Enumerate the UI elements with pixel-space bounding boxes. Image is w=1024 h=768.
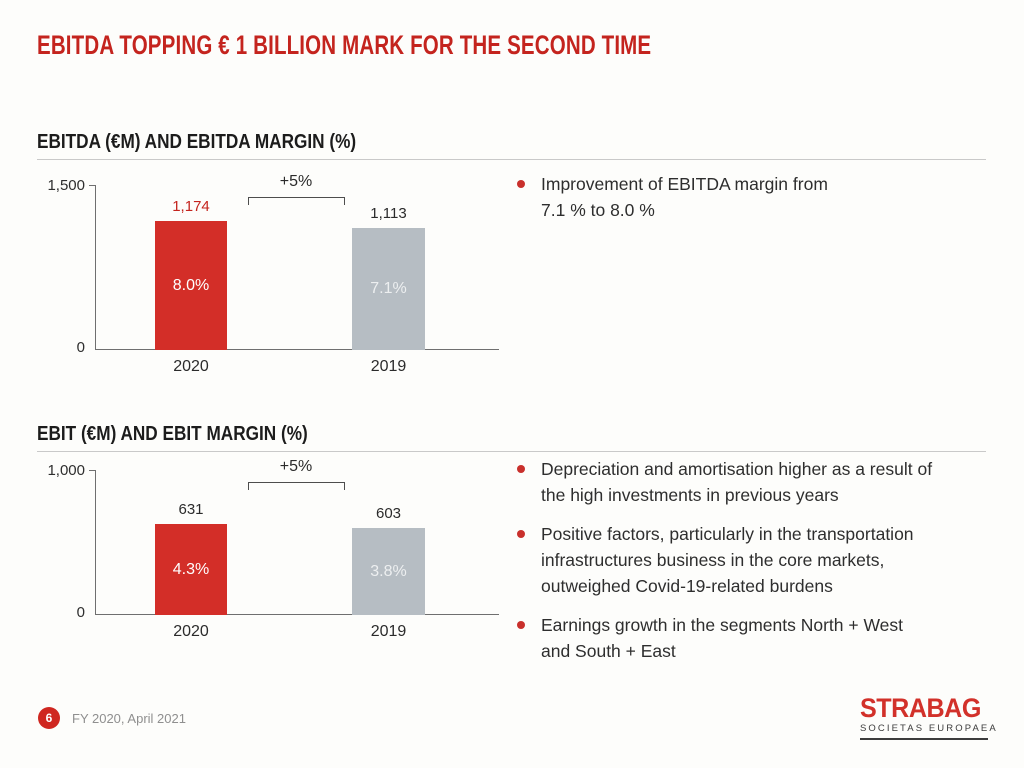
bullet-item: Positive factors, particularly in the tr… [516, 521, 1008, 599]
y-axis-line [95, 470, 96, 615]
bullet-text: Improvement of EBITDA margin from 7.1 % … [541, 174, 828, 220]
bar-margin-label-2020: 4.3% [172, 560, 210, 578]
logo-subtitle: SOCIETAS EUROPAEA [860, 723, 998, 734]
x-axis-line [95, 614, 499, 615]
footer-date: FY 2020, April 2021 [72, 711, 186, 726]
x-axis-label-2020: 2020 [173, 358, 209, 375]
y-axis-max-label: 1,500 [47, 177, 85, 194]
bar-margin-label-2019: 7.1% [370, 280, 407, 297]
bar-value-label-2019: 1,113 [370, 205, 407, 222]
growth-annotation: +5% [279, 173, 313, 190]
bullet-list-ebit: Depreciation and amortisation higher as … [516, 456, 1008, 677]
bar-value-label-2019: 603 [375, 505, 402, 522]
section-heading-ebitda: EBITDA (€M) AND EBITDA MARGIN (%) [37, 131, 357, 153]
slide-title: EBITDA TOPPING € 1 BILLION MARK FOR THE … [37, 30, 652, 60]
growth-bracket [248, 197, 345, 205]
logo-wordmark: STRABAG [860, 693, 981, 723]
bullet-item: Earnings growth in the segments North + … [516, 612, 1008, 664]
ebitda-bar-chart: 1,500 0 1,174 1,113 8.0% 7.1% +5% 2020 2… [37, 170, 507, 385]
section-divider [37, 159, 986, 160]
bar-margin-label-2020: 8.0% [172, 276, 210, 294]
x-axis-label-2019: 2019 [370, 623, 407, 640]
section-divider [37, 451, 986, 452]
bullet-dot-icon [517, 465, 525, 473]
bullet-item: Improvement of EBITDA margin from 7.1 % … [516, 171, 1008, 223]
bullet-text: Positive factors, particularly in the tr… [541, 524, 914, 596]
y-axis-top-tick [89, 185, 95, 186]
x-axis-line [95, 349, 499, 350]
bar-2019: 7.1% [352, 228, 425, 350]
bar-value-label-2020: 1,174 [172, 198, 210, 215]
y-axis-zero-label: 0 [76, 339, 85, 356]
bullet-list-ebitda: Improvement of EBITDA margin from 7.1 % … [516, 171, 1008, 236]
bullet-item: Depreciation and amortisation higher as … [516, 456, 1008, 508]
y-axis-max-label: 1,000 [47, 462, 85, 479]
y-axis-line [95, 185, 96, 350]
bullet-text: Depreciation and amortisation higher as … [541, 459, 933, 505]
bullet-dot-icon [517, 530, 525, 538]
x-axis-label-2020: 2020 [173, 623, 209, 640]
ebit-bar-chart: 1,000 0 631 603 4.3% 3.8% +5% 2020 2019 [37, 455, 507, 650]
bar-value-label-2020: 631 [178, 501, 204, 518]
growth-bracket [248, 482, 345, 490]
bullet-dot-icon [517, 180, 525, 188]
logo-underline [860, 738, 988, 740]
growth-annotation: +5% [279, 458, 313, 475]
bar-2019: 3.8% [352, 528, 425, 615]
y-axis-zero-label: 0 [76, 604, 85, 621]
x-axis-label-2019: 2019 [370, 358, 407, 375]
page-number-badge: 6 [38, 707, 60, 729]
bar-2020: 4.3% [155, 524, 227, 615]
bullet-text: Earnings growth in the segments North + … [541, 615, 904, 661]
y-axis-top-tick [89, 470, 95, 471]
strabag-logo: STRABAG SOCIETAS EUROPAEA [860, 693, 998, 740]
bullet-dot-icon [517, 621, 525, 629]
section-heading-ebit: EBIT (€M) AND EBIT MARGIN (%) [37, 423, 308, 445]
bar-margin-label-2019: 3.8% [370, 562, 407, 580]
bar-2020: 8.0% [155, 221, 227, 350]
